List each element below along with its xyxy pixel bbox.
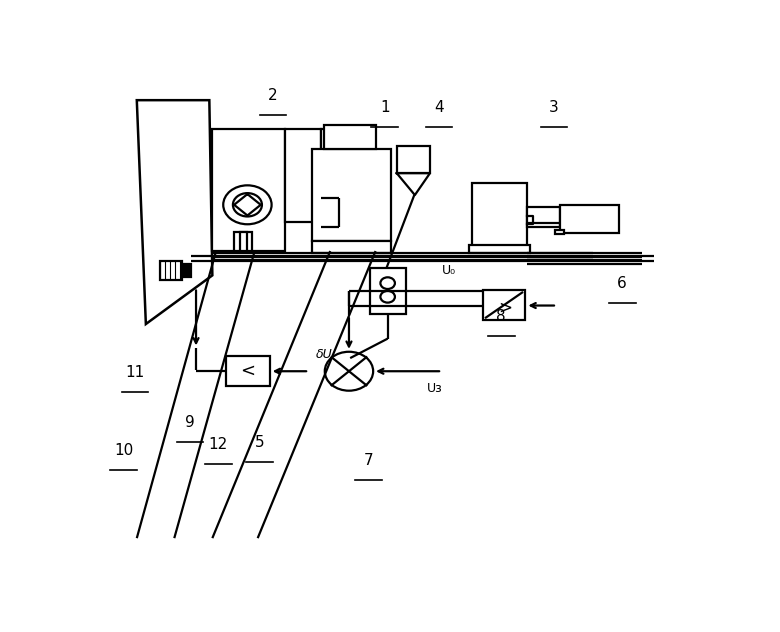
Text: <: <: [240, 362, 256, 380]
Text: 1: 1: [380, 100, 389, 115]
Text: 5: 5: [255, 435, 264, 449]
Bar: [226, 356, 270, 386]
Text: 11: 11: [126, 365, 144, 380]
Text: 4: 4: [434, 100, 444, 115]
Circle shape: [381, 277, 395, 289]
Text: U₀: U₀: [442, 264, 456, 277]
Bar: [233, 231, 252, 251]
Text: 3: 3: [549, 100, 558, 115]
Bar: [483, 290, 526, 320]
Text: 12: 12: [209, 437, 228, 451]
Bar: [397, 147, 430, 173]
Text: Uз: Uз: [427, 382, 443, 396]
Bar: [370, 268, 406, 314]
Polygon shape: [136, 100, 212, 324]
Bar: [555, 229, 564, 233]
Circle shape: [223, 185, 271, 224]
Bar: [212, 130, 285, 251]
Text: 6: 6: [617, 276, 627, 291]
Bar: [560, 205, 619, 233]
Text: δU: δU: [316, 348, 332, 360]
Circle shape: [233, 193, 262, 217]
Bar: [321, 130, 346, 212]
Text: 9: 9: [185, 415, 195, 430]
Bar: [470, 245, 530, 253]
Bar: [161, 261, 182, 280]
Bar: [321, 197, 339, 227]
Circle shape: [324, 352, 373, 391]
Text: 8: 8: [497, 309, 506, 324]
Bar: [324, 125, 376, 149]
Bar: [526, 207, 560, 227]
Text: 2: 2: [268, 88, 278, 102]
Bar: [312, 241, 391, 253]
Bar: [473, 183, 526, 246]
Text: 7: 7: [363, 453, 373, 468]
Text: <: <: [497, 296, 511, 315]
Bar: [312, 149, 391, 241]
Text: 10: 10: [114, 443, 133, 458]
Circle shape: [381, 291, 395, 303]
Bar: [240, 231, 247, 251]
Bar: [183, 264, 191, 277]
Bar: [285, 130, 321, 222]
